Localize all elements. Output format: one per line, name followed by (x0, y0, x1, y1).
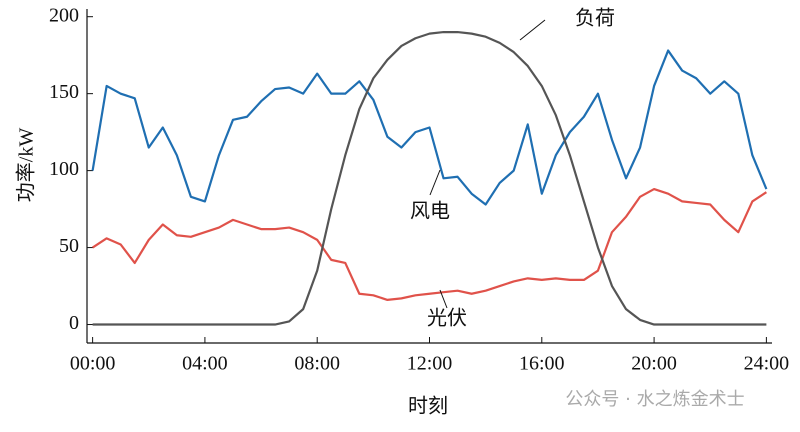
series-line (92, 187, 767, 302)
x-tick-label: 04:00 (182, 353, 228, 375)
x-tick-label: 12:00 (407, 353, 453, 375)
x-tick-label: 08:00 (294, 353, 340, 375)
y-tick-label: 50 (59, 235, 79, 257)
series-label: 负荷 (575, 7, 615, 30)
x-tick-label: 00:00 (70, 353, 116, 375)
x-tick-label: 20:00 (631, 353, 677, 375)
label-leader (439, 289, 448, 309)
x-tick-label: 16:00 (519, 353, 565, 375)
x-tick-label: 24:00 (744, 353, 790, 375)
series-line (91, 49, 768, 206)
label-leader (519, 19, 546, 41)
y-tick-label: 150 (49, 81, 79, 103)
y-tick-label: 0 (69, 312, 79, 334)
label-leader (429, 169, 441, 196)
series-line (92, 30, 767, 326)
y-axis-label: 功率/kW (15, 128, 38, 203)
series-label: 风电 (410, 200, 450, 223)
y-tick-label: 200 (49, 4, 79, 26)
x-axis-label: 时刻 (408, 395, 448, 418)
watermark: 公众号 · 水之炼金术士 (565, 389, 744, 410)
series-label: 光伏 (427, 307, 467, 330)
y-tick-label: 100 (49, 158, 79, 180)
